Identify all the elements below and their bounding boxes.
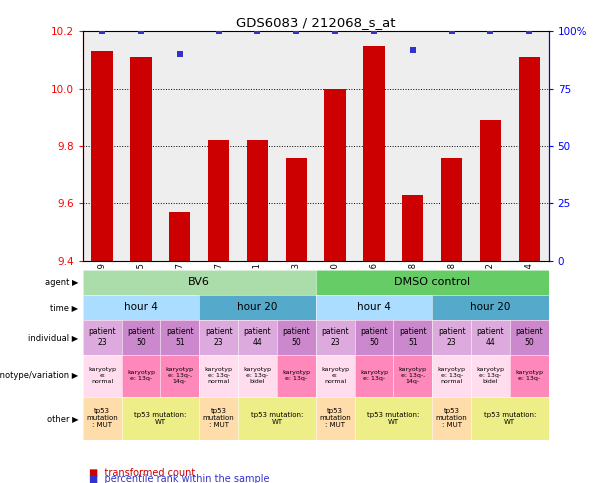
Bar — [131, 57, 151, 261]
Bar — [519, 57, 540, 261]
Point — [408, 46, 417, 54]
Point — [214, 28, 224, 35]
Text: agent ▶: agent ▶ — [45, 278, 78, 286]
Text: ■  percentile rank within the sample: ■ percentile rank within the sample — [89, 474, 269, 483]
Text: tp53 mutation:
WT: tp53 mutation: WT — [484, 412, 536, 425]
Text: tp53 mutation:
WT: tp53 mutation: WT — [251, 412, 303, 425]
Bar — [354, 31, 394, 261]
Point — [136, 28, 146, 35]
Text: patient
44: patient 44 — [243, 327, 272, 347]
Text: karyotyp
e: 13q-: karyotyp e: 13q- — [127, 370, 155, 381]
Text: tp53
mutation
: MUT: tp53 mutation : MUT — [319, 408, 351, 428]
Bar — [471, 31, 510, 261]
Bar — [247, 141, 268, 261]
Text: ■  transformed count: ■ transformed count — [89, 468, 195, 478]
Text: karyotyp
e:
normal: karyotyp e: normal — [321, 368, 349, 384]
Point — [369, 28, 379, 35]
Text: tp53
mutation
: MUT: tp53 mutation : MUT — [436, 408, 468, 428]
Bar — [441, 157, 462, 261]
Text: karyotyp
e: 13q-
normal: karyotyp e: 13q- normal — [205, 368, 233, 384]
Text: karyotyp
e: 13q-,
14q-: karyotyp e: 13q-, 14q- — [166, 368, 194, 384]
Text: tp53
mutation
: MUT: tp53 mutation : MUT — [86, 408, 118, 428]
Text: karyotyp
e: 13q-
normal: karyotyp e: 13q- normal — [438, 368, 466, 384]
Bar — [91, 52, 113, 261]
Point — [291, 28, 301, 35]
Text: tp53
mutation
: MUT: tp53 mutation : MUT — [203, 408, 235, 428]
Text: hour 4: hour 4 — [124, 302, 158, 312]
Bar — [480, 120, 501, 261]
Text: hour 20: hour 20 — [237, 302, 278, 312]
Point — [524, 28, 534, 35]
Text: karyotyp
e: 13q-: karyotyp e: 13q- — [515, 370, 543, 381]
Text: patient
23: patient 23 — [321, 327, 349, 347]
Text: patient
51: patient 51 — [166, 327, 194, 347]
Bar — [199, 31, 238, 261]
Text: other ▶: other ▶ — [47, 414, 78, 423]
Text: patient
23: patient 23 — [438, 327, 465, 347]
Text: karyotyp
e: 13q-: karyotyp e: 13q- — [282, 370, 310, 381]
Text: karyotyp
e:
normal: karyotyp e: normal — [88, 368, 116, 384]
Text: hour 4: hour 4 — [357, 302, 391, 312]
Text: patient
51: patient 51 — [399, 327, 427, 347]
Point — [485, 28, 495, 35]
Text: genotype/variation ▶: genotype/variation ▶ — [0, 371, 78, 380]
Text: patient
44: patient 44 — [476, 327, 504, 347]
Title: GDS6083 / 212068_s_at: GDS6083 / 212068_s_at — [236, 16, 395, 29]
Text: patient
50: patient 50 — [516, 327, 543, 347]
Text: karyotyp
e: 13q-,
14q-: karyotyp e: 13q-, 14q- — [398, 368, 427, 384]
Text: tp53 mutation:
WT: tp53 mutation: WT — [134, 412, 186, 425]
Text: DMSO control: DMSO control — [394, 277, 470, 287]
Text: patient
23: patient 23 — [205, 327, 232, 347]
Bar — [394, 31, 432, 261]
Point — [253, 28, 262, 35]
Bar — [286, 157, 307, 261]
Text: tp53 mutation:
WT: tp53 mutation: WT — [367, 412, 419, 425]
Text: patient
23: patient 23 — [88, 327, 116, 347]
Bar — [277, 31, 316, 261]
Bar — [316, 31, 354, 261]
Text: time ▶: time ▶ — [50, 303, 78, 312]
Text: karyotyp
e: 13q-
bidel: karyotyp e: 13q- bidel — [243, 368, 272, 384]
Bar — [169, 212, 191, 261]
Point — [330, 28, 340, 35]
Text: karyotyp
e: 13q-
bidel: karyotyp e: 13q- bidel — [476, 368, 504, 384]
Text: patient
50: patient 50 — [360, 327, 388, 347]
Bar — [83, 31, 121, 261]
Bar — [161, 31, 199, 261]
Text: hour 20: hour 20 — [470, 302, 511, 312]
Text: BV6: BV6 — [188, 277, 210, 287]
Bar — [324, 89, 346, 261]
Bar — [510, 31, 549, 261]
Bar — [432, 31, 471, 261]
Text: patient
50: patient 50 — [283, 327, 310, 347]
Bar — [364, 46, 384, 261]
Point — [447, 28, 457, 35]
Point — [97, 28, 107, 35]
Bar — [121, 31, 161, 261]
Bar — [208, 141, 229, 261]
Point — [175, 50, 185, 58]
Text: individual ▶: individual ▶ — [28, 333, 78, 341]
Text: patient
50: patient 50 — [127, 327, 155, 347]
Text: karyotyp
e: 13q-: karyotyp e: 13q- — [360, 370, 388, 381]
Bar — [402, 195, 424, 261]
Bar — [238, 31, 277, 261]
